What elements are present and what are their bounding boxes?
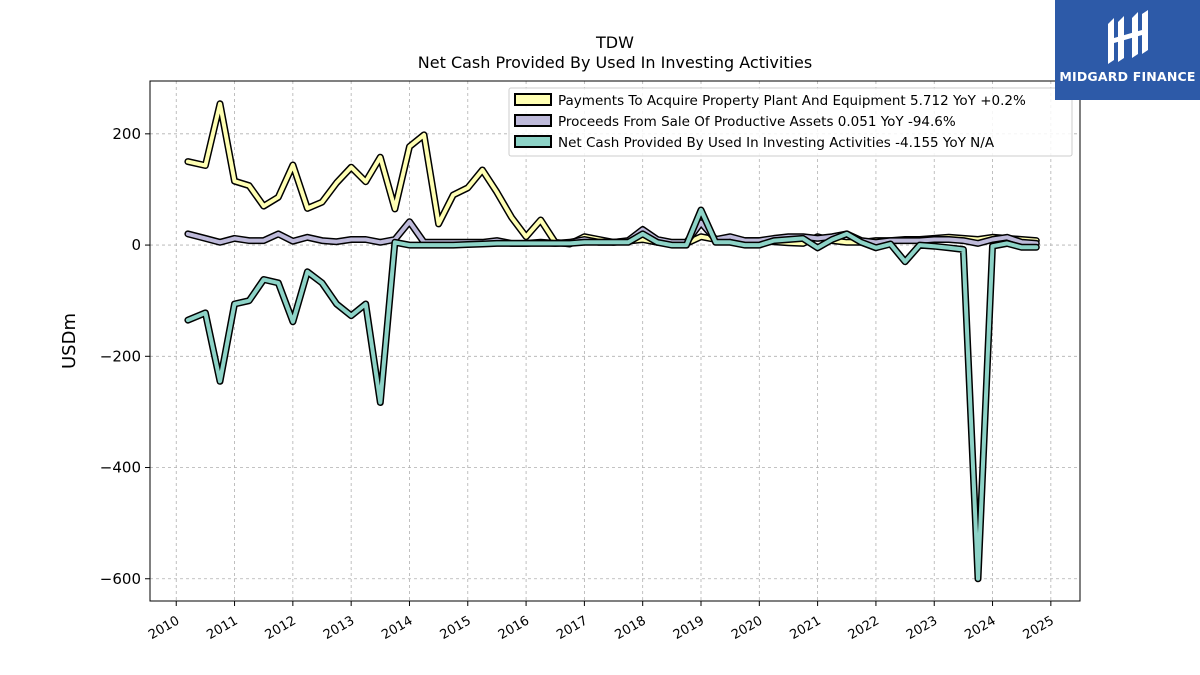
x-tick-label: 2018 bbox=[613, 613, 649, 643]
grid bbox=[150, 81, 1080, 601]
y-tick-label: −400 bbox=[100, 459, 141, 477]
y-tick-label: −200 bbox=[100, 347, 141, 365]
legend-entry-label: Payments To Acquire Property Plant And E… bbox=[558, 93, 1026, 109]
legend-swatch bbox=[515, 136, 551, 147]
legend-swatch bbox=[515, 94, 551, 105]
logo-mark-icon bbox=[1100, 8, 1155, 66]
x-tick-label: 2020 bbox=[729, 613, 765, 643]
legend-entry-label: Proceeds From Sale Of Productive Assets … bbox=[558, 114, 956, 130]
plot-frame bbox=[150, 81, 1080, 601]
legend: Payments To Acquire Property Plant And E… bbox=[509, 88, 1072, 156]
x-tick-label: 2016 bbox=[496, 613, 532, 643]
x-axis: 2010 2011 2012 2013 2014 2015 2016 2017 2018 2019… bbox=[146, 601, 1057, 643]
series-lines bbox=[188, 104, 1036, 579]
x-tick-label: 2025 bbox=[1021, 613, 1057, 643]
chart-subtitle: Net Cash Provided By Used In Investing A… bbox=[418, 53, 812, 72]
y-tick-label: 200 bbox=[112, 125, 141, 143]
brand-logo: MIDGARD FINANCE bbox=[1055, 0, 1200, 100]
x-tick-label: 2024 bbox=[962, 613, 998, 643]
legend-swatch bbox=[515, 115, 551, 126]
x-tick-label: 2010 bbox=[146, 613, 182, 643]
x-tick-label: 2011 bbox=[204, 613, 240, 643]
x-tick-label: 2019 bbox=[671, 613, 707, 643]
chart-title: TDW bbox=[595, 33, 634, 52]
series-3-outline bbox=[188, 210, 1036, 579]
y-axis-label: USDm bbox=[59, 313, 80, 369]
y-tick-label: −600 bbox=[100, 570, 141, 588]
x-tick-label: 2015 bbox=[438, 613, 474, 643]
x-tick-label: 2022 bbox=[846, 613, 882, 643]
x-tick-label: 2014 bbox=[379, 613, 415, 643]
x-tick-label: 2017 bbox=[554, 613, 590, 643]
chart: TDW Net Cash Provided By Used In Investi… bbox=[0, 0, 1200, 675]
x-tick-label: 2013 bbox=[321, 613, 357, 643]
x-tick-label: 2012 bbox=[263, 613, 299, 643]
x-tick-label: 2023 bbox=[904, 613, 940, 643]
brand-name: MIDGARD FINANCE bbox=[1055, 69, 1200, 84]
legend-entry-label: Net Cash Provided By Used In Investing A… bbox=[558, 135, 995, 151]
x-tick-label: 2021 bbox=[787, 613, 823, 643]
series-3-line bbox=[188, 210, 1036, 579]
y-tick-label: 0 bbox=[131, 236, 141, 254]
y-axis: 200 0 −200 −400 −600 bbox=[100, 125, 150, 588]
